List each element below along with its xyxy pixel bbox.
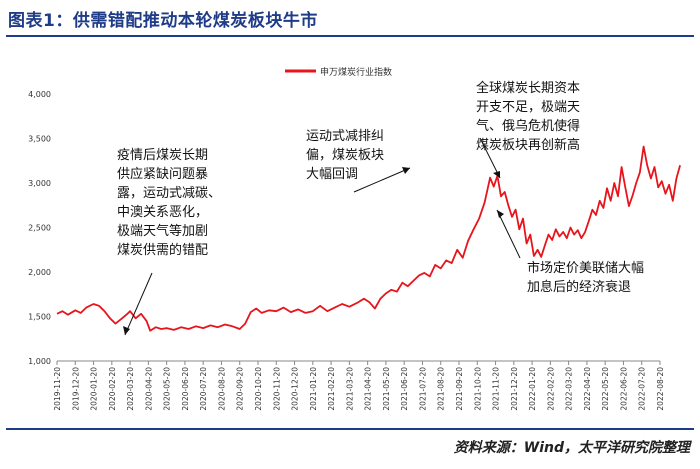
y-tick-label: 2,500 xyxy=(28,224,51,233)
annotation-3-line: 气、俄乌危机使得 xyxy=(476,119,581,134)
annotation-arrow-4 xyxy=(496,209,521,259)
x-tick-label: 2019-12-20 xyxy=(71,367,80,411)
x-tick-label: 2022-03-20 xyxy=(565,367,574,411)
y-tick-label: 3,000 xyxy=(28,179,51,188)
x-tick-label: 2022-02-20 xyxy=(546,367,555,411)
x-tick-label: 2020-11-20 xyxy=(272,367,281,411)
x-tick-label: 2021-09-20 xyxy=(455,367,464,411)
x-tick-label: 2022-07-20 xyxy=(638,367,647,411)
annotation-arrow-2 xyxy=(353,167,411,193)
annotation-2: 运动式减排纠 偏，煤炭板块 大幅回调 xyxy=(306,127,406,184)
x-tick-label: 2021-10-20 xyxy=(473,367,482,411)
annotation-arrowhead-3 xyxy=(493,171,500,178)
footer-divider xyxy=(6,428,694,430)
y-tick-label: 1,500 xyxy=(28,313,51,322)
annotation-arrows xyxy=(123,137,521,336)
x-tick-label: 2020-02-20 xyxy=(108,367,117,411)
x-tick-label: 2020-10-20 xyxy=(254,367,263,411)
x-tick-label: 2020-05-20 xyxy=(163,367,172,411)
annotation-1-line: 中澳关系恶化， xyxy=(117,205,209,220)
x-tick-label: 2020-06-20 xyxy=(181,367,190,411)
x-tick-label: 2022-08-20 xyxy=(656,367,665,411)
annotation-arrow-1 xyxy=(124,272,153,336)
annotation-3: 全球煤炭长期资本 开支不足，极端天 气、俄乌危机使得 煤炭板块再创新高 xyxy=(476,79,616,155)
x-tick-label: 2021-06-20 xyxy=(400,367,409,411)
annotation-4: 市场定价美联储大幅 加息后的经济衰退 xyxy=(527,259,677,297)
y-axis-ticks: 1,000 1,500 2,000 2,500 3,000 3,500 4,000 xyxy=(28,90,51,366)
annotation-1-line: 供应紧缺问题暴 xyxy=(117,167,209,182)
x-tick-label: 2022-01-20 xyxy=(528,367,537,411)
annotation-arrowhead-2 xyxy=(402,167,410,174)
x-tick-label: 2019-11-20 xyxy=(53,367,62,411)
x-tick-label: 2020-08-20 xyxy=(217,367,226,411)
y-tick-label: 1,000 xyxy=(28,357,51,366)
annotation-4-line: 加息后的经济衰退 xyxy=(527,280,632,295)
x-tick-label: 2022-06-20 xyxy=(619,367,628,411)
series-line-sw-coal-index xyxy=(56,145,681,332)
annotation-3-line: 全球煤炭长期资本 xyxy=(476,81,581,96)
x-tick-label: 2022-05-20 xyxy=(601,367,610,411)
annotation-arrow-3 xyxy=(479,137,501,179)
annotation-4-line: 市场定价美联储大幅 xyxy=(527,261,645,276)
annotation-arrowhead-1 xyxy=(123,326,130,335)
x-tick-label: 2021-01-20 xyxy=(309,367,318,411)
legend: 申万煤炭行业指数 xyxy=(285,66,392,78)
x-tick-label: 2020-03-20 xyxy=(126,367,135,411)
x-tick-label: 2021-04-20 xyxy=(364,367,373,411)
annotation-arrowhead-4 xyxy=(497,210,504,218)
annotation-1-line: 煤炭供需的错配 xyxy=(117,243,209,258)
x-tick-label: 2020-09-20 xyxy=(236,367,245,411)
annotation-2-line: 大幅回调 xyxy=(306,167,359,182)
source-note: 资料来源：Wind，太平洋研究院整理 xyxy=(453,440,690,456)
annotation-1-line: 露，运动式减碳、 xyxy=(117,186,222,201)
y-tick-label: 3,500 xyxy=(28,135,51,144)
annotation-2-line: 运动式减排纠 xyxy=(306,129,385,144)
figure-title: 图表1：供需错配推动本轮煤炭板块牛市 xyxy=(8,11,318,31)
x-tick-label: 2020-01-20 xyxy=(90,367,99,411)
x-tick-label: 2021-11-20 xyxy=(492,367,501,411)
y-tick-label: 2,000 xyxy=(28,268,51,277)
x-tick-label: 2021-03-20 xyxy=(345,367,354,411)
x-tick-label: 2021-07-20 xyxy=(418,367,427,411)
annotation-1-line: 极端天气等加剧 xyxy=(117,224,209,239)
x-axis-ticks: 2019-11-20 2019-12-20 2020-01-20 2020-02-20… xyxy=(53,361,665,411)
annotation-2-line: 偏，煤炭板块 xyxy=(306,148,385,163)
annotation-1: 疫情后煤炭长期 供应紧缺问题暴 露，运动式减碳、 中澳关系恶化， 极端天气等加剧… xyxy=(117,146,237,260)
x-tick-label: 2022-04-20 xyxy=(583,367,592,411)
x-tick-label: 2021-08-20 xyxy=(437,367,446,411)
x-tick-label: 2021-02-20 xyxy=(327,367,336,411)
annotation-3-line: 开支不足，极端天 xyxy=(476,100,581,115)
x-tick-label: 2021-12-20 xyxy=(510,367,519,411)
legend-label: 申万煤炭行业指数 xyxy=(320,66,392,78)
annotation-3-line: 煤炭板块再创新高 xyxy=(476,138,581,153)
y-tick-label: 4,000 xyxy=(28,90,51,99)
annotation-1-line: 疫情后煤炭长期 xyxy=(117,148,209,163)
title-divider xyxy=(6,35,694,37)
x-tick-label: 2020-04-20 xyxy=(144,367,153,411)
x-tick-label: 2020-12-20 xyxy=(291,367,300,411)
x-tick-label: 2020-07-20 xyxy=(199,367,208,411)
x-tick-label: 2021-05-20 xyxy=(382,367,391,411)
